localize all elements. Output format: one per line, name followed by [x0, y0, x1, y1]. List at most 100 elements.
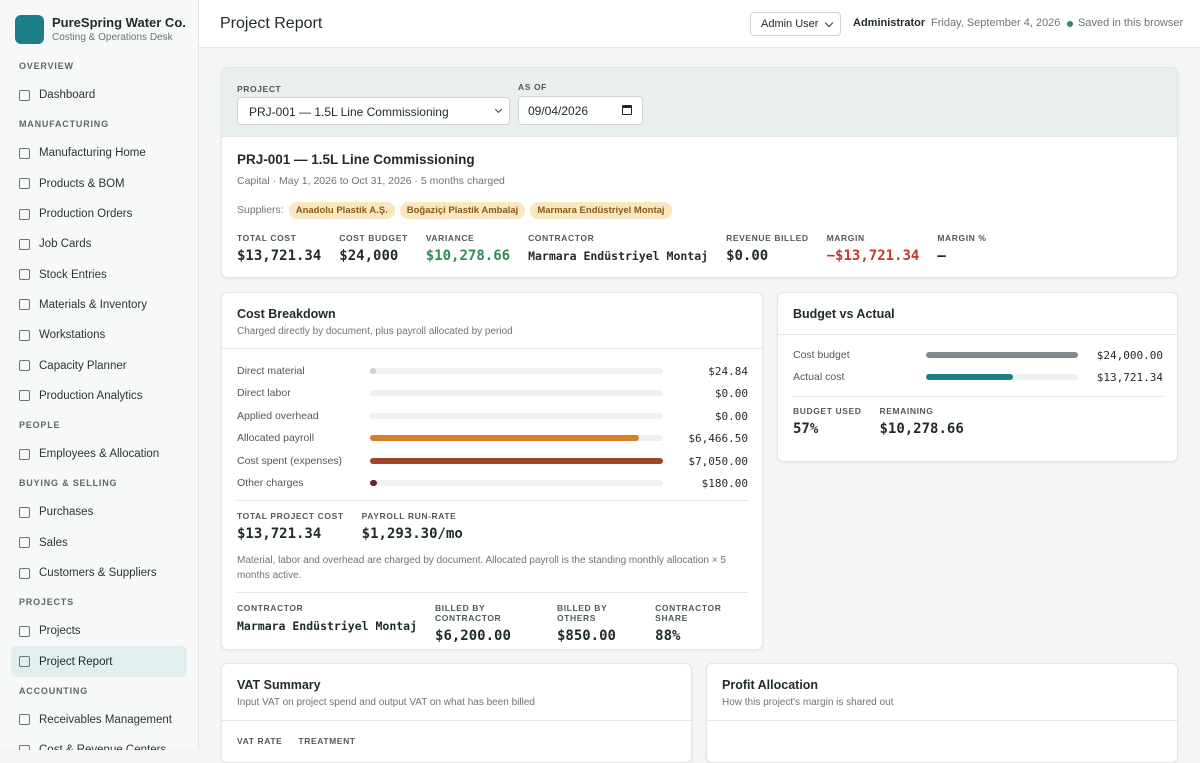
note: Material, labor and overhead are charged… — [237, 555, 726, 581]
nav-item[interactable]: Customers & Suppliers — [11, 558, 187, 588]
bar-row: Applied overhead $0.00 — [237, 406, 748, 428]
project-select[interactable]: PRJ-001 — 1.5L Line Commissioning — [237, 97, 510, 125]
stat: REMAINING $10,278.66 — [879, 406, 963, 437]
card-title: Cost Breakdown — [237, 307, 336, 321]
stat-value: $1,293.30/mo — [361, 526, 463, 542]
nav-section: MANUFACTURING — [19, 119, 109, 130]
nav-label: Materials & Inventory — [39, 298, 148, 311]
nav-item[interactable]: Employees & Allocation — [11, 439, 187, 469]
column-header: TREATMENT — [298, 736, 356, 746]
nav-label: Project Report — [39, 655, 113, 668]
bar-track — [370, 435, 663, 442]
nav-icon — [19, 714, 30, 726]
bar — [370, 457, 663, 464]
nav-icon — [19, 269, 30, 281]
bar-track — [926, 352, 1078, 358]
nav-label: Cost & Revenue Centers — [39, 744, 166, 750]
stat-label: REVENUE BILLED — [726, 233, 809, 243]
nav-item[interactable]: Job Cards — [11, 229, 187, 259]
nav-item[interactable]: Production Analytics — [11, 381, 187, 411]
stat: PAYROLL RUN-RATE $1,293.30/mo — [362, 511, 463, 542]
nav-item[interactable]: Purchases — [11, 497, 187, 527]
breakdown-totals: TOTAL PROJECT COST $13,721.34 PAYROLL RUN-… — [237, 511, 481, 542]
nav-label: Capacity Planner — [39, 359, 127, 372]
date-input[interactable]: 09/04/2026 — [518, 96, 643, 125]
nav-section: BUYING & SELLING — [19, 478, 118, 489]
nav-section: ACCOUNTING — [19, 685, 88, 696]
row-value: $24,000.00 — [1096, 349, 1163, 362]
nav-item[interactable]: Materials & Inventory — [11, 290, 187, 320]
page-title: Project Report — [220, 15, 323, 32]
stat: TOTAL PROJECT COST $13,721.34 — [237, 511, 344, 542]
row-value: $6,466.50 — [688, 432, 748, 446]
row-label: Direct labor — [237, 387, 291, 400]
nav-icon — [19, 329, 30, 341]
suppliers-label: Suppliers: — [237, 204, 284, 216]
row-value: $180.00 — [701, 476, 748, 490]
stat: REVENUE BILLED $0.00 — [726, 233, 809, 264]
stat-value: $10,278.66 — [879, 421, 964, 437]
supplier-chip: Anadolu Plastik A.Ş. — [288, 202, 395, 219]
nav-item[interactable]: Cost & Revenue Centers — [11, 735, 187, 750]
vat-columns: VAT RATE TREATMENT — [237, 736, 372, 746]
bar — [926, 352, 1078, 358]
nav-item[interactable]: Sales — [11, 528, 187, 558]
nav-section: OVERVIEW — [19, 61, 74, 71]
card-title: Budget vs Actual — [793, 307, 895, 321]
bar-track — [370, 412, 663, 419]
user-select[interactable]: Admin User — [750, 12, 841, 36]
nav-label: Stock Entries — [39, 268, 107, 281]
nav-item[interactable]: Projects — [11, 616, 187, 646]
budget-rows: Cost budget $24,000.00 Actual cost $13,721.… — [793, 345, 1163, 390]
bar — [926, 374, 1013, 381]
card-title: Profit Allocation — [722, 678, 819, 692]
stat-value: $0.00 — [726, 248, 769, 264]
stat-value: 88% — [655, 628, 681, 644]
date-input-value: 09/04/2026 — [528, 104, 589, 118]
filter-label: AS OF — [518, 82, 547, 92]
nav-item[interactable]: Products & BOM — [11, 169, 187, 199]
date: Friday, September 4, 2026 — [931, 17, 1061, 29]
contractor-stats: CONTRACTOR Marmara Endüstriyel Montaj BILL… — [237, 603, 762, 644]
stat-label: VARIANCE — [425, 233, 475, 243]
bar — [370, 479, 378, 486]
row-value: $0.00 — [714, 387, 748, 401]
supplier-chip: Marmara Endüstriyel Montaj — [530, 202, 672, 219]
nav-icon — [19, 208, 30, 220]
nav-label: Receivables Management — [39, 713, 172, 726]
row-label: Applied overhead — [237, 409, 319, 422]
stat-label: TOTAL COST — [237, 233, 297, 243]
nav-icon — [19, 238, 30, 250]
nav-label: Sales — [39, 536, 68, 549]
nav-icon — [19, 448, 30, 460]
nav-item[interactable]: Stock Entries — [11, 259, 187, 289]
status: Saved in this browser — [1078, 17, 1184, 29]
bar — [370, 368, 376, 374]
nav-item[interactable]: Receivables Management — [11, 705, 187, 735]
nav-item[interactable]: Capacity Planner — [11, 350, 187, 380]
nav-item[interactable]: Production Orders — [11, 199, 187, 229]
stat-label: COST BUDGET — [339, 233, 408, 243]
nav-label: Employees & Allocation — [39, 448, 160, 461]
suppliers: Suppliers: Anadolu Plastik A.Ş. Boğaziçi P… — [237, 202, 677, 219]
nav-icon — [19, 178, 30, 190]
filter-band: PROJECT PRJ-001 — 1.5L Line Commissionin… — [222, 68, 1177, 137]
stat: VARIANCE $10,278.66 — [426, 233, 510, 264]
row-value: $0.00 — [714, 409, 748, 423]
budget-stats: BUDGET USED 57% REMAINING $10,278.66 — [793, 406, 982, 437]
nav-item[interactable]: Project Report — [11, 646, 187, 677]
nav-icon — [19, 537, 30, 549]
nav-icon — [19, 506, 30, 518]
nav-item[interactable]: Workstations — [11, 320, 187, 350]
nav-label: Manufacturing Home — [39, 147, 146, 160]
supplier-chip: Boğaziçi Plastik Ambalaj — [399, 202, 526, 219]
stat-label: CONTRACTOR — [237, 603, 304, 613]
nav-item[interactable]: Manufacturing Home — [11, 138, 187, 168]
stat-value: 57% — [793, 421, 819, 437]
filter-label: PROJECT — [237, 84, 282, 94]
stat-value: — — [937, 248, 946, 264]
nav-item[interactable]: Dashboard — [11, 80, 187, 110]
stat: CONTRACTOR Marmara Endüstriyel Montaj — [528, 233, 708, 264]
role: Administrator — [853, 17, 926, 29]
row-value: $24.84 — [708, 365, 748, 378]
